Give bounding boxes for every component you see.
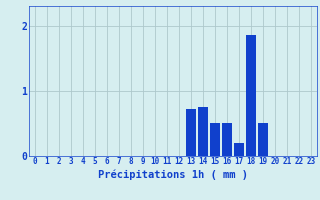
- X-axis label: Précipitations 1h ( mm ): Précipitations 1h ( mm ): [98, 169, 248, 180]
- Bar: [198, 107, 208, 156]
- Bar: [210, 123, 220, 156]
- Bar: [234, 143, 244, 156]
- Bar: [246, 35, 256, 156]
- Bar: [258, 123, 268, 156]
- Bar: [222, 123, 232, 156]
- Bar: [186, 109, 196, 156]
